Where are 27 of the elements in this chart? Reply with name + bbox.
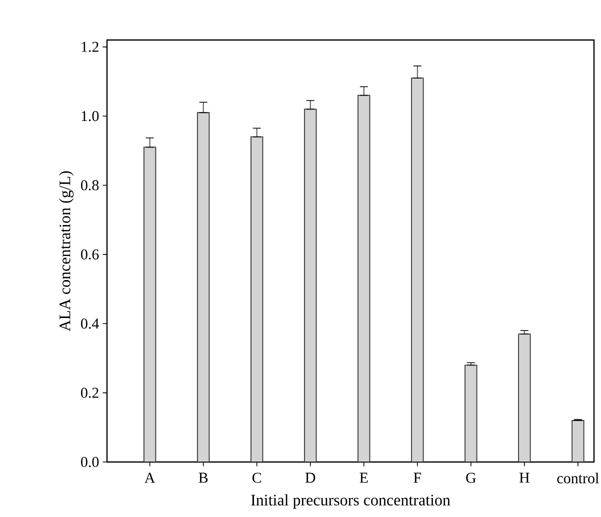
- bar: [411, 78, 424, 462]
- x-tick-label: B: [198, 472, 208, 483]
- bar: [143, 146, 156, 462]
- y-tick-label: 1.2: [82, 42, 98, 52]
- bar: [250, 136, 264, 462]
- x-tick-label: control: [557, 472, 599, 484]
- x-tick-label: F: [414, 472, 422, 483]
- y-tick-label: 0.4: [81, 318, 99, 329]
- x-tick-label: D: [305, 472, 316, 483]
- bar: [304, 108, 317, 462]
- y-tick-label: 0.8: [81, 180, 99, 190]
- x-tick-label: C: [252, 472, 262, 483]
- y-tick-label: 0.2: [81, 388, 98, 398]
- y-tick-label: 0.6: [81, 249, 99, 260]
- y-axis-title: ALA concentration (g/L): [59, 171, 74, 332]
- y-tick-label: 1.0: [82, 111, 99, 122]
- x-tick-label: A: [144, 472, 156, 483]
- x-axis-title: Initial precursors concentration: [251, 494, 450, 509]
- bar: [518, 334, 531, 462]
- x-tick-label: E: [360, 472, 368, 483]
- bar: [358, 94, 370, 462]
- bar: [464, 364, 478, 462]
- x-tick-label: G: [466, 472, 476, 483]
- y-tick-label: 0.0: [81, 456, 99, 468]
- bar: [572, 420, 584, 462]
- bar: [196, 112, 210, 462]
- x-tick-label: H: [519, 472, 530, 483]
